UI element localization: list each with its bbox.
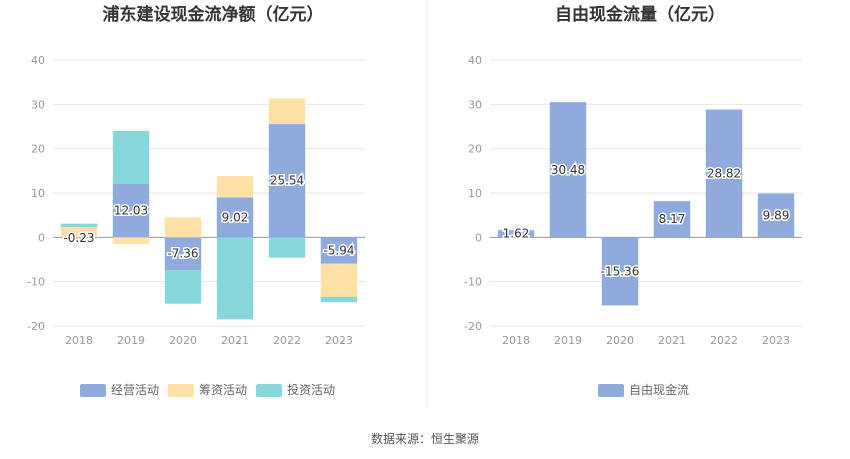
data-label-2022: 28.82 <box>707 166 741 180</box>
x-tick-label: 2021 <box>221 334 249 347</box>
y-tick-label: 30 <box>31 98 45 111</box>
y-tick-label: 10 <box>468 187 482 200</box>
bar-自由现金流-2021 <box>653 201 691 238</box>
bar-投资活动-2022 <box>268 237 306 258</box>
legend-item-经营活动[interactable]: 经营活动 <box>80 383 159 397</box>
cashflow-net-y-axis: 40 30 20 10 0 -10 -20 <box>27 54 45 333</box>
x-tick-label: 2020 <box>169 334 197 347</box>
legend-swatch <box>256 384 282 397</box>
x-tick-label: 2019 <box>554 334 582 347</box>
data-label-2021: 9.02 <box>222 210 249 224</box>
bar-投资活动-2018 <box>60 223 98 228</box>
free-cashflow-data-labels: 1.62 30.48 -15.36 8.17 28.82 9.89 <box>501 161 791 280</box>
cashflow-net-x-axis: 2018 2019 2020 2021 2022 2023 <box>65 334 353 347</box>
bar-经营活动-2023 <box>320 237 358 264</box>
bar-投资活动-2023 <box>320 296 358 303</box>
data-label-2022: 25.54 <box>270 174 304 188</box>
bar-投资活动-2021 <box>216 237 254 320</box>
y-tick-label: 0 <box>475 231 482 244</box>
bar-经营活动-2022 <box>268 124 306 238</box>
data-label-2023: -5.94 <box>323 244 354 258</box>
y-tick-label: -10 <box>27 276 45 289</box>
bar-经营活动-2018 <box>60 237 98 239</box>
legend-item-自由现金流[interactable]: 自由现金流 <box>598 382 689 397</box>
free-cashflow-title: 自由现金流量（亿元） <box>555 4 725 25</box>
y-tick-label: 20 <box>31 143 45 156</box>
legend-label: 投资活动 <box>287 382 335 397</box>
legend-swatch <box>168 384 194 397</box>
legend-label: 经营活动 <box>111 383 159 397</box>
x-tick-label: 2023 <box>325 334 353 347</box>
bar-自由现金流-2023 <box>757 193 795 238</box>
cashflow-net-data-labels: -0.23 12.03 -7.36 9.02 25.54 -5.94 <box>62 172 356 262</box>
data-label-2018: -0.23 <box>63 231 94 245</box>
y-tick-label: 0 <box>38 231 45 244</box>
data-label-2019: 30.48 <box>551 163 585 177</box>
y-tick-label: 30 <box>468 98 482 111</box>
bar-自由现金流-2020 <box>601 237 639 306</box>
bar-筹资活动-2022 <box>268 98 306 125</box>
cashflow-net-title: 浦东建设现金流净额（亿元） <box>103 4 324 25</box>
bar-筹资活动-2020 <box>164 217 202 238</box>
x-tick-label: 2020 <box>606 334 634 347</box>
x-tick-label: 2019 <box>117 334 145 347</box>
y-tick-label: 40 <box>468 54 482 67</box>
bar-经营活动-2020 <box>164 237 202 270</box>
x-tick-label: 2018 <box>502 334 530 347</box>
cashflow-net-grid <box>53 59 365 327</box>
legend-item-筹资活动[interactable]: 筹资活动 <box>168 383 247 397</box>
legend-label: 自由现金流 <box>629 382 689 397</box>
bar-经营活动-2019 <box>112 184 150 238</box>
free-cashflow-y-axis: 40 30 20 10 0 -10 -20 <box>464 54 482 333</box>
y-tick-label: -20 <box>464 320 482 333</box>
bar-经营活动-2021 <box>216 197 254 238</box>
data-label-2019: 12.03 <box>114 204 148 218</box>
cashflow-net-legend[interactable]: 经营活动 筹资活动 投资活动 <box>80 382 335 397</box>
data-label-2023: 9.89 <box>763 208 790 222</box>
data-label-2018: 1.62 <box>503 227 530 241</box>
data-label-2020: -7.36 <box>167 247 198 261</box>
y-tick-label: -20 <box>27 320 45 333</box>
data-source: 数据来源：恒生聚源 <box>371 431 479 446</box>
data-label-2020: -15.36 <box>601 264 640 278</box>
x-tick-label: 2022 <box>273 334 301 347</box>
bar-投资活动-2019 <box>112 130 150 185</box>
bar-筹资活动-2023 <box>320 263 358 297</box>
bar-投资活动-2020 <box>164 269 202 304</box>
free-cashflow-legend[interactable]: 自由现金流 <box>598 382 689 397</box>
bar-筹资活动-2019 <box>112 237 150 244</box>
y-tick-label: 10 <box>31 187 45 200</box>
bar-自由现金流-2019 <box>549 102 587 238</box>
x-tick-label: 2018 <box>65 334 93 347</box>
bar-自由现金流-2018 <box>497 230 535 238</box>
cashflow-net-bars <box>60 98 358 320</box>
bar-筹资活动-2021 <box>216 176 254 198</box>
legend-swatch <box>80 384 106 397</box>
bar-自由现金流-2022 <box>705 109 743 238</box>
y-tick-label: 20 <box>468 143 482 156</box>
x-tick-label: 2022 <box>710 334 738 347</box>
data-label-2021: 8.17 <box>659 212 686 226</box>
y-tick-label: 40 <box>31 54 45 67</box>
y-tick-label: -10 <box>464 276 482 289</box>
bar-筹资活动-2018 <box>60 227 98 238</box>
legend-item-投资活动[interactable]: 投资活动 <box>256 382 335 397</box>
x-tick-label: 2021 <box>658 334 686 347</box>
free-cashflow-x-axis: 2018 2019 2020 2021 2022 2023 <box>502 334 790 347</box>
x-tick-label: 2023 <box>762 334 790 347</box>
legend-label: 筹资活动 <box>199 383 247 397</box>
free-cashflow-grid <box>490 59 802 327</box>
free-cashflow-bars <box>497 102 795 306</box>
legend-swatch <box>598 384 624 397</box>
